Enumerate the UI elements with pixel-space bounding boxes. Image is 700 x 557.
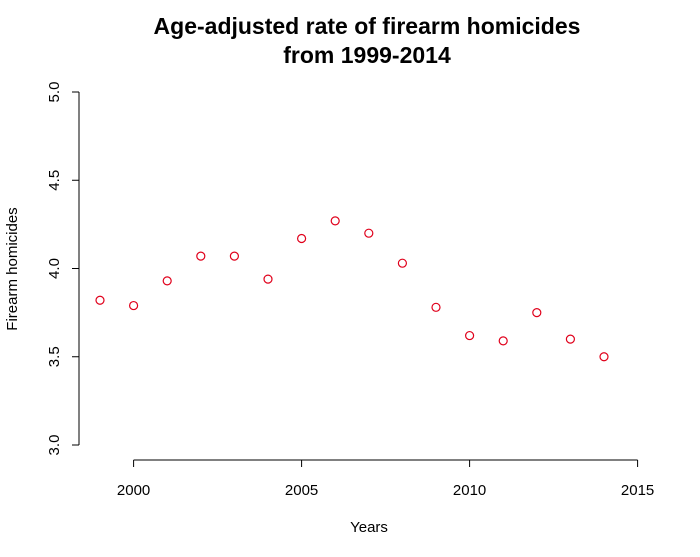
y-axis-label: Firearm homicides bbox=[4, 207, 21, 330]
x-axis-label: Years bbox=[350, 519, 388, 536]
data-points bbox=[95, 216, 609, 362]
data-point bbox=[297, 233, 307, 244]
data-point bbox=[431, 302, 441, 312]
x-tick-label: 2005 bbox=[285, 482, 318, 499]
x-tick-label: 2000 bbox=[117, 482, 150, 499]
data-point bbox=[599, 352, 609, 362]
chart-title-line-1: Age-adjusted rate of firearm homicides bbox=[154, 13, 581, 39]
data-point bbox=[364, 228, 374, 238]
chart-title-line-2: from 1999-2014 bbox=[283, 42, 451, 68]
x-tick-label: 2010 bbox=[453, 482, 486, 499]
y-tick-label: 3.5 bbox=[46, 346, 63, 367]
data-point bbox=[397, 258, 407, 268]
y-tick-label: 4.5 bbox=[46, 170, 63, 191]
x-tick-label: 2015 bbox=[621, 482, 654, 499]
data-point bbox=[162, 276, 172, 286]
data-point bbox=[565, 334, 576, 344]
data-point bbox=[229, 251, 239, 261]
data-point bbox=[196, 251, 206, 261]
data-point bbox=[129, 300, 139, 311]
y-tick-label: 5.0 bbox=[46, 82, 63, 103]
data-point bbox=[330, 216, 340, 226]
data-point bbox=[95, 295, 105, 305]
y-axis: 3.0 3.5 4.0 4.5 5.0 bbox=[46, 82, 80, 456]
data-point bbox=[498, 336, 508, 346]
data-point bbox=[465, 330, 475, 341]
y-tick-label: 3.0 bbox=[46, 435, 63, 456]
data-point bbox=[532, 308, 542, 318]
x-axis: 2000 2005 2010 2015 bbox=[117, 459, 654, 499]
data-point bbox=[263, 274, 273, 284]
y-tick-label: 4.0 bbox=[46, 258, 63, 279]
